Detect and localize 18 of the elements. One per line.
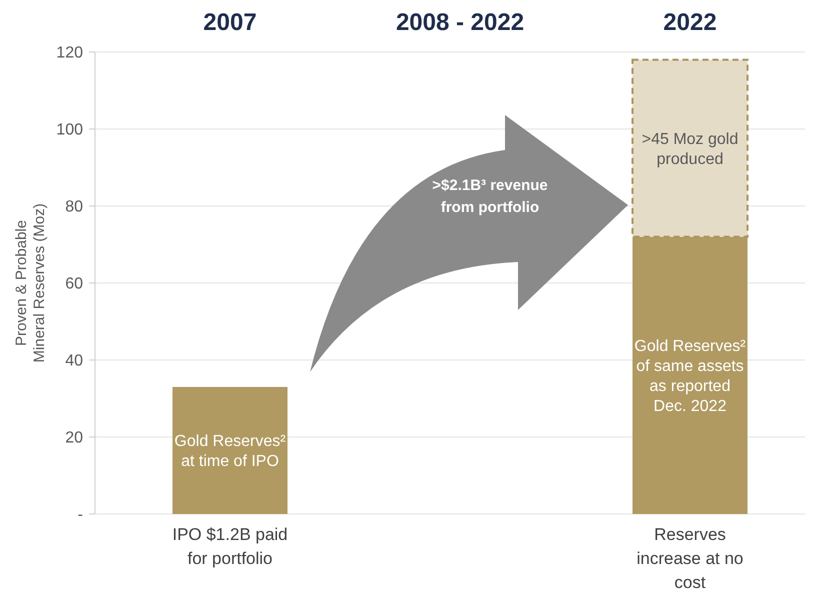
data-label: Gold Reserves² at time of IPO: [174, 433, 286, 470]
y-tick-label: 60: [65, 276, 84, 293]
y-axis-title: Proven & Probable Mineral Reserves (Moz): [13, 203, 48, 363]
y-tick-label: 100: [56, 122, 84, 139]
y-tick-label: 20: [65, 430, 84, 447]
text: Reserves increase at no cost: [636, 525, 744, 592]
x-tick-label: 2008 - 2022: [396, 9, 524, 36]
x-tick-label: 2022: [663, 9, 717, 36]
data-label: >45 Moz gold produced: [642, 130, 738, 168]
y-tick-label: 80: [65, 198, 84, 216]
x-tick-label: 2007: [203, 9, 257, 36]
annotation: >$2.1B³ revenue from portfolio: [432, 177, 548, 216]
y-tick-label: 40: [65, 352, 84, 370]
y-tick-label: 120: [56, 44, 84, 62]
y-tick-label: -: [78, 506, 83, 524]
text: IPO $1.2B paid for portfolio: [172, 525, 288, 568]
bar: [172, 386, 288, 514]
data-label: Gold Reserves² of same assets as reported Dec. 2022: [634, 338, 746, 415]
